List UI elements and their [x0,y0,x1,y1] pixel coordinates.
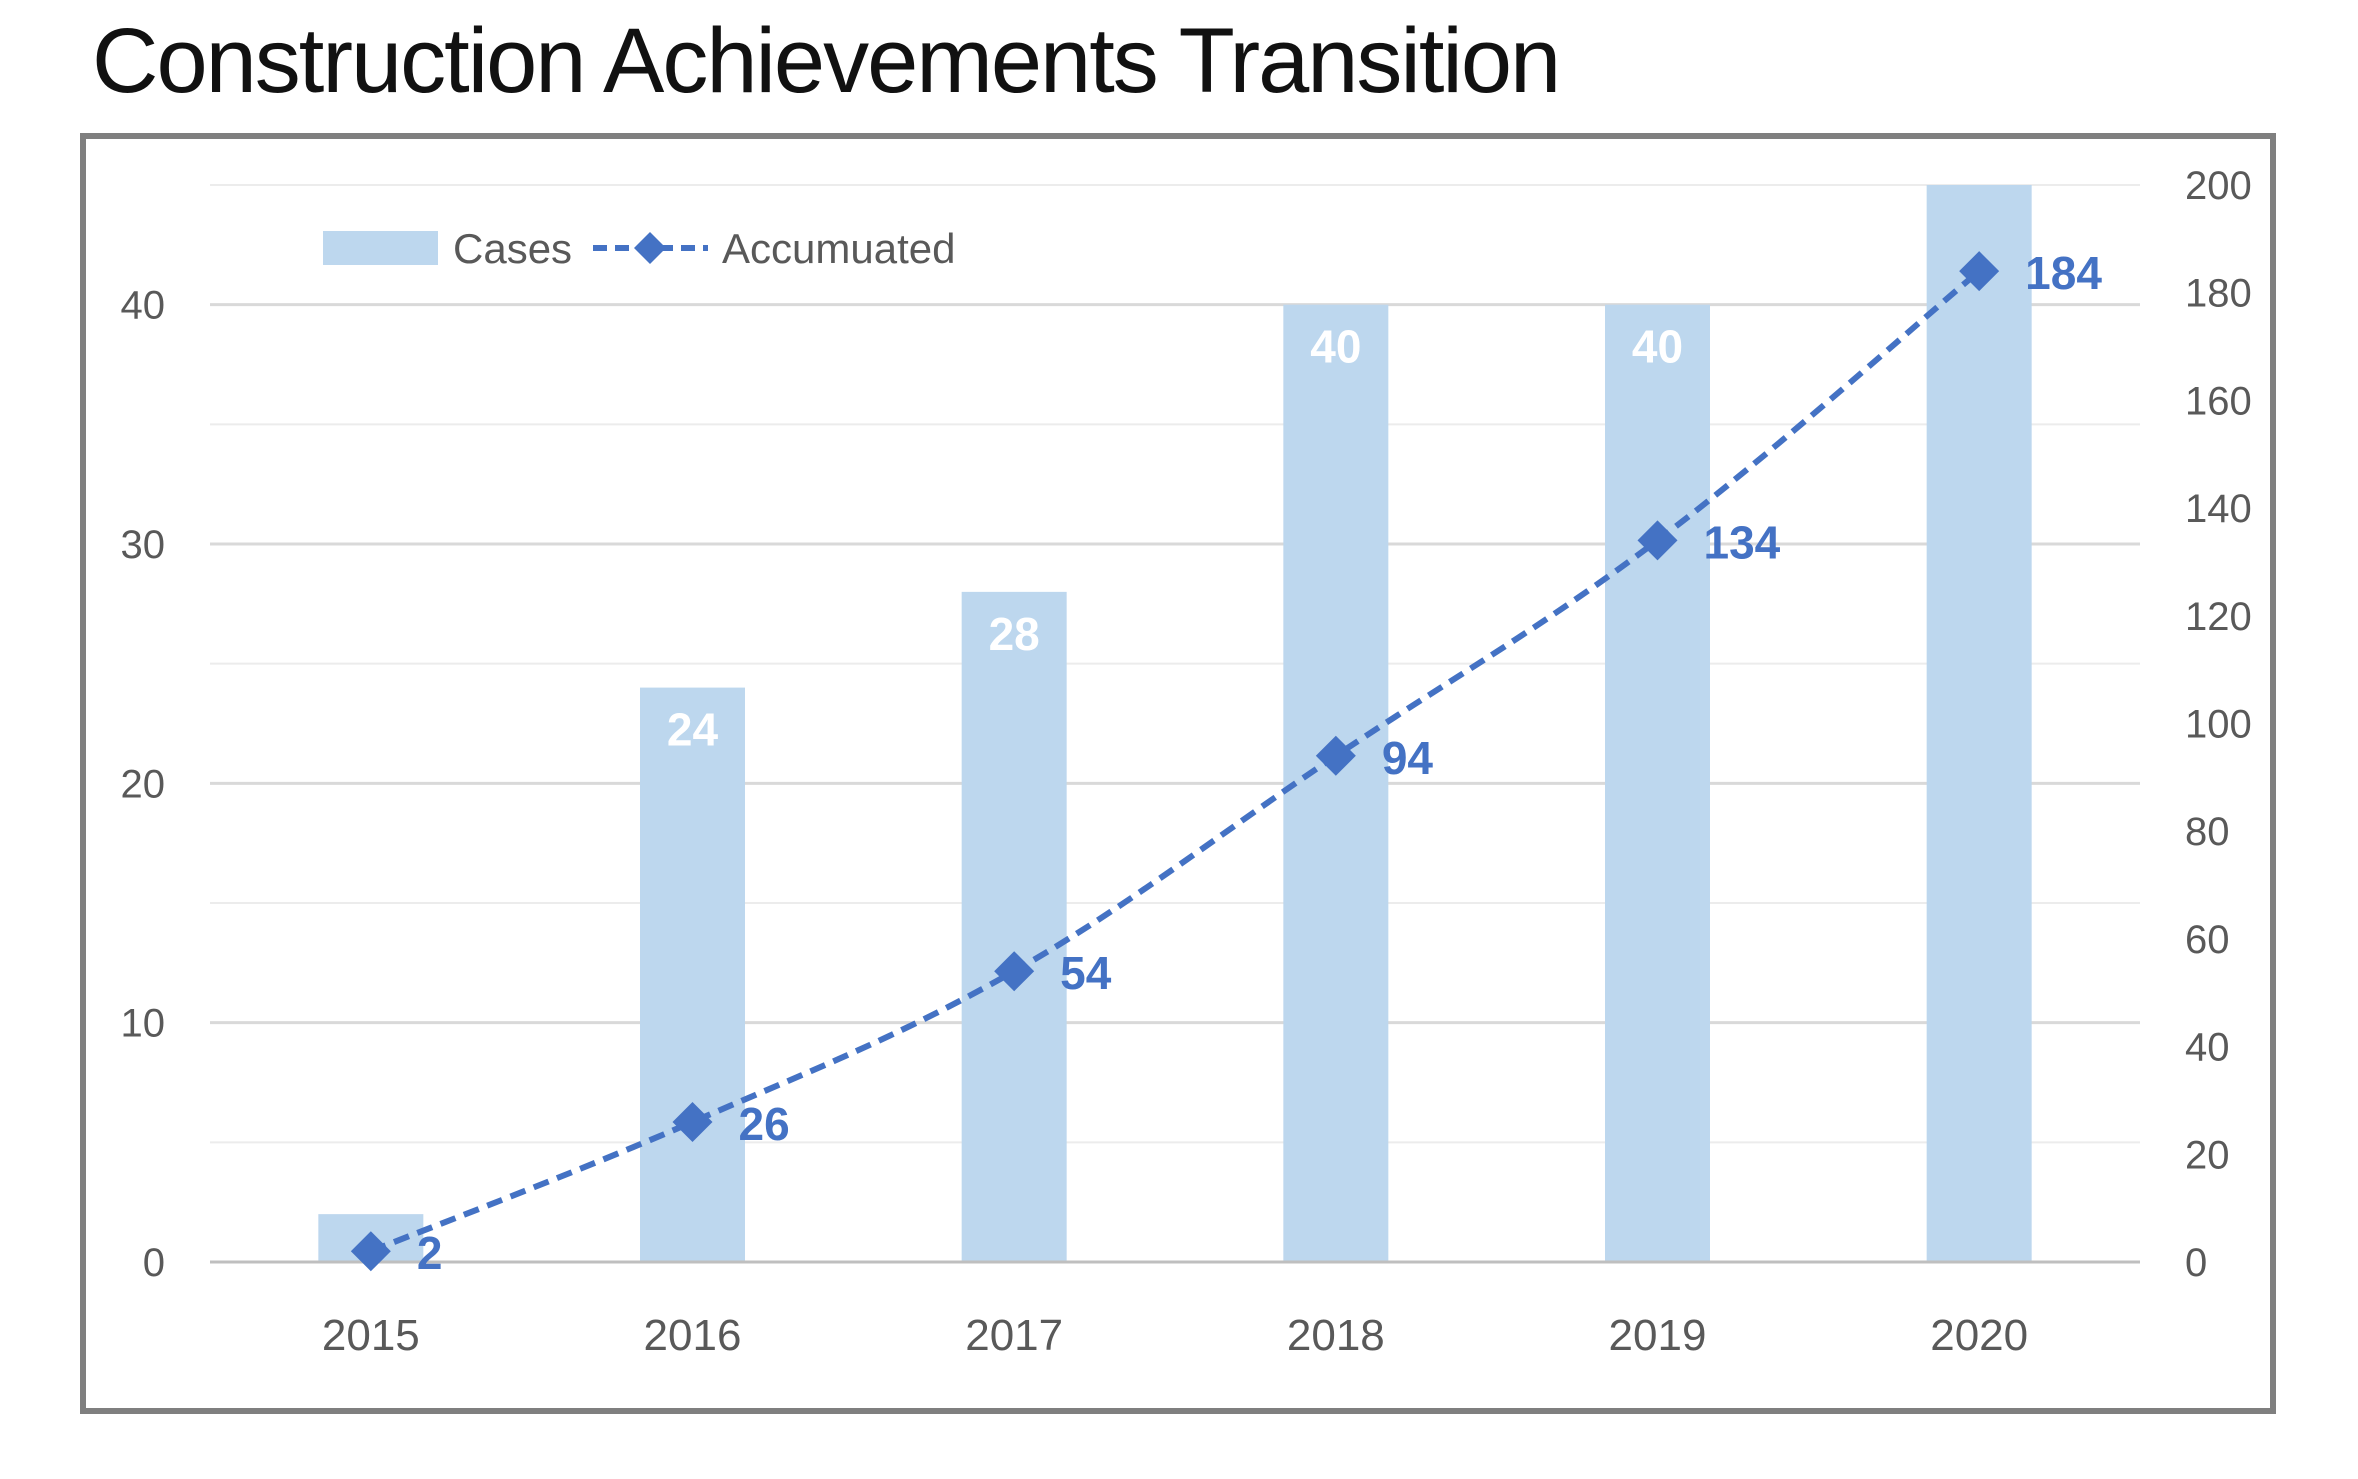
y-left-tick-label: 0 [143,1241,165,1285]
y-left-tick-label: 30 [121,523,166,567]
accumulated-data-label: 134 [1704,516,1781,568]
accumulated-point-2015 [350,1231,391,1272]
accumulated-data-label: 2 [417,1227,443,1279]
y-right-tick-label: 60 [2185,918,2230,962]
y-right-tick-label: 160 [2185,379,2252,423]
accumulated-point-2017 [994,951,1035,992]
accumulated-data-label: 26 [739,1098,790,1150]
y-right-tick-label: 80 [2185,810,2230,854]
page-title: Construction Achievements Transition [92,10,1561,112]
accumulated-point-2016 [672,1101,713,1142]
chart-frame [80,133,2276,1414]
y-right-tick-label: 180 [2185,272,2252,316]
x-tick-label: 2017 [965,1311,1063,1360]
accumulated-data-label: 184 [2025,247,2102,299]
bar-2020 [1926,185,2032,1262]
accumulated-point-2018 [1315,735,1356,776]
y-right-tick-label: 120 [2185,595,2252,639]
bar-data-label: 24 [667,704,719,756]
accumulated-point-2020 [1959,251,2000,292]
bar-data-label: 40 [1632,321,1683,373]
x-tick-label: 2018 [1287,1311,1385,1360]
y-right-tick-label: 200 [2185,164,2252,208]
accumulated-data-label: 54 [1060,947,1112,999]
x-tick-label: 2015 [322,1311,420,1360]
x-tick-label: 2019 [1609,1311,1707,1360]
y-left-tick-label: 20 [121,762,166,806]
bar-2018 [1283,304,1389,1263]
legend-label-accumulated: Accumuated [722,225,955,272]
legend-label-cases: Cases [453,225,572,272]
y-right-tick-label: 40 [2185,1026,2230,1070]
bar-data-label: 28 [989,608,1040,660]
bar-2019 [1605,304,1710,1263]
legend-swatch-cases [323,231,438,265]
y-right-tick-label: 20 [2185,1133,2230,1177]
y-right-tick-label: 100 [2185,703,2252,747]
y-right-tick-label: 140 [2185,487,2252,531]
legend-diamond-icon [634,232,666,264]
y-left-tick-label: 10 [121,1002,166,1046]
accumulated-line [369,268,1982,1255]
bar-data-label: 40 [1310,321,1361,373]
x-tick-label: 2016 [644,1311,742,1360]
accumulated-data-label: 94 [1382,732,1434,784]
x-tick-label: 2020 [1930,1311,2028,1360]
bar-2017 [961,591,1067,1262]
bar-2016 [640,687,745,1262]
y-right-tick-label: 0 [2185,1241,2207,1285]
accumulated-point-2019 [1637,520,1678,561]
y-left-tick-label: 40 [121,284,166,328]
